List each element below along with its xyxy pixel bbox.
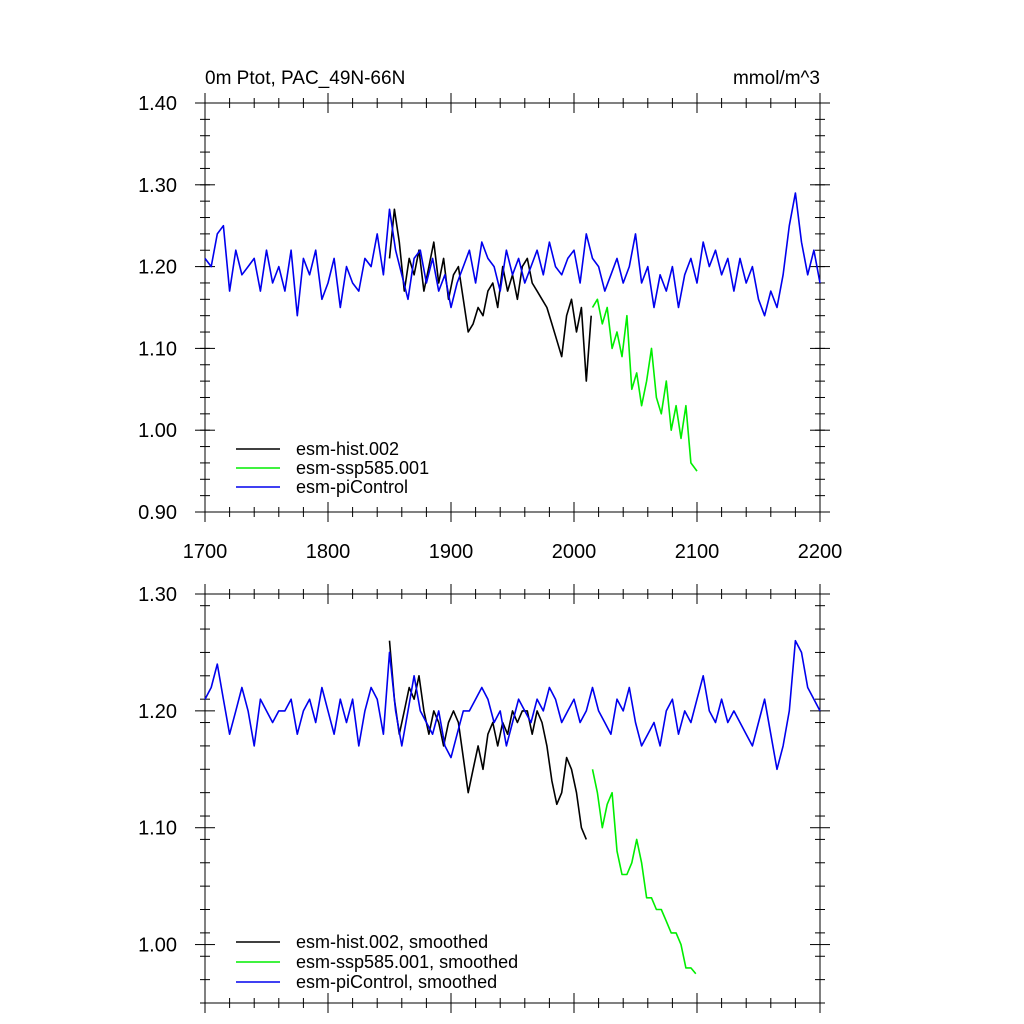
- legend-label: esm-ssp585.001, smoothed: [296, 952, 518, 972]
- y-tick-label: 1.30: [138, 584, 177, 606]
- y-tick-label: 1.30: [138, 175, 177, 197]
- x-tick-label: 2100: [675, 541, 720, 563]
- y-tick-label: 1.10: [138, 818, 177, 840]
- legend-label: esm-piControl, smoothed: [296, 972, 497, 992]
- y-tick-label: 1.20: [138, 257, 177, 279]
- y-tick-label: 1.00: [138, 420, 177, 442]
- chart-units: mmol/m^3: [733, 68, 820, 89]
- chart-title: 0m Ptot, PAC_49N-66N: [205, 68, 405, 89]
- x-tick-label: 1700: [183, 541, 228, 563]
- y-tick-label: 1.10: [138, 338, 177, 360]
- series-line-esm-hist-002-smoothed: [388, 640, 588, 840]
- top-chart-panel: 0.90 1.00 1.10 1.20 1.30 1.40 1700 1800 1900 2000…: [138, 68, 842, 563]
- x-tick-label: 2200: [798, 541, 843, 563]
- legend-label: esm-hist.002, smoothed: [296, 932, 488, 952]
- y-tick-label: 1.00: [138, 935, 177, 957]
- legend-label: esm-ssp585.001: [296, 458, 429, 478]
- y-tick-label: 1.40: [138, 93, 177, 115]
- y-tick-label: 0.90: [138, 502, 177, 524]
- series-line-esm-ssp585-001: [591, 298, 698, 472]
- x-tick-label: 1900: [429, 541, 474, 563]
- x-tick-label: 2000: [552, 541, 597, 563]
- y-tick-label: 1.20: [138, 701, 177, 723]
- series-line-esm-picontrol: [204, 192, 821, 317]
- series-line-esm-picontrol-smoothed: [204, 639, 821, 771]
- plot-frame: [204, 102, 821, 513]
- legend-label: esm-piControl: [296, 477, 408, 497]
- series-line-esm-hist-002: [388, 208, 592, 382]
- series-line-esm-ssp585-001-smoothed: [591, 769, 697, 975]
- x-tick-label: 1800: [306, 541, 351, 563]
- plot-frame: [204, 593, 821, 1004]
- legend-label: esm-hist.002: [296, 439, 399, 459]
